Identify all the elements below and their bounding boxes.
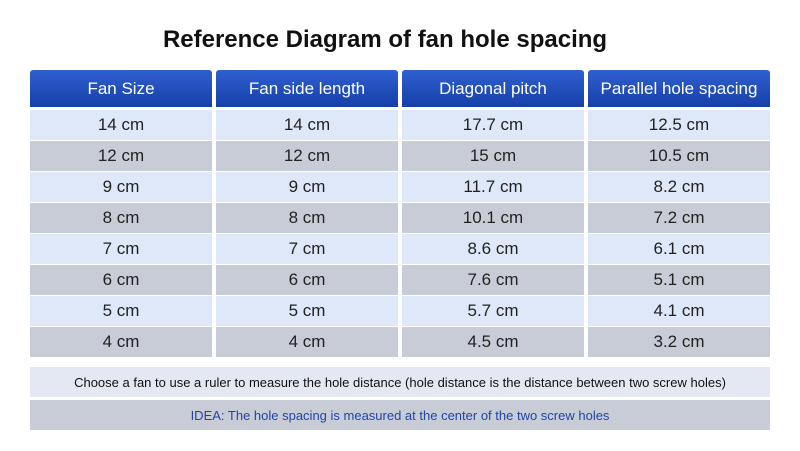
table-cell: 3.2 cm: [588, 327, 770, 357]
table-cell: 4 cm: [30, 327, 212, 357]
table-cell: 12 cm: [216, 141, 398, 171]
table-cell: 5.1 cm: [588, 265, 770, 295]
table-cell: 4.1 cm: [588, 296, 770, 326]
table-cell: 5 cm: [216, 296, 398, 326]
table-cell: 4.5 cm: [402, 327, 584, 357]
table-cell: 10.1 cm: [402, 203, 584, 233]
table-cell: 12.5 cm: [588, 110, 770, 140]
instruction-note: Choose a fan to use a ruler to measure t…: [30, 367, 770, 397]
column-header: Fan side length: [216, 70, 398, 107]
table-cell: 8 cm: [216, 203, 398, 233]
table-cell: 14 cm: [30, 110, 212, 140]
table-cell: 15 cm: [402, 141, 584, 171]
idea-note: IDEA: The hole spacing is measured at th…: [30, 400, 770, 430]
table-cell: 5.7 cm: [402, 296, 584, 326]
title: Reference Diagram of fan hole spacing: [162, 26, 608, 53]
table-cell: 10.5 cm: [588, 141, 770, 171]
table-cell: 9 cm: [30, 172, 212, 202]
table-cell: 8.2 cm: [588, 172, 770, 202]
table-cell: 7 cm: [216, 234, 398, 264]
table-cell: 8.6 cm: [402, 234, 584, 264]
table-cell: 6 cm: [216, 265, 398, 295]
table-cell: 5 cm: [30, 296, 212, 326]
column-header: Fan Size: [30, 70, 212, 107]
table-cell: 12 cm: [30, 141, 212, 171]
table-cell: 7.2 cm: [588, 203, 770, 233]
table-cell: 8 cm: [30, 203, 212, 233]
table-cell: 9 cm: [216, 172, 398, 202]
table-cell: 17.7 cm: [402, 110, 584, 140]
table-cell: 6 cm: [30, 265, 212, 295]
table-cell: 6.1 cm: [588, 234, 770, 264]
column-header: Parallel hole spacing: [588, 70, 770, 107]
table-cell: 7 cm: [30, 234, 212, 264]
table-cell: 14 cm: [216, 110, 398, 140]
table-cell: 11.7 cm: [402, 172, 584, 202]
table-cell: 7.6 cm: [402, 265, 584, 295]
table-cell: 4 cm: [216, 327, 398, 357]
column-header: Diagonal pitch: [402, 70, 584, 107]
